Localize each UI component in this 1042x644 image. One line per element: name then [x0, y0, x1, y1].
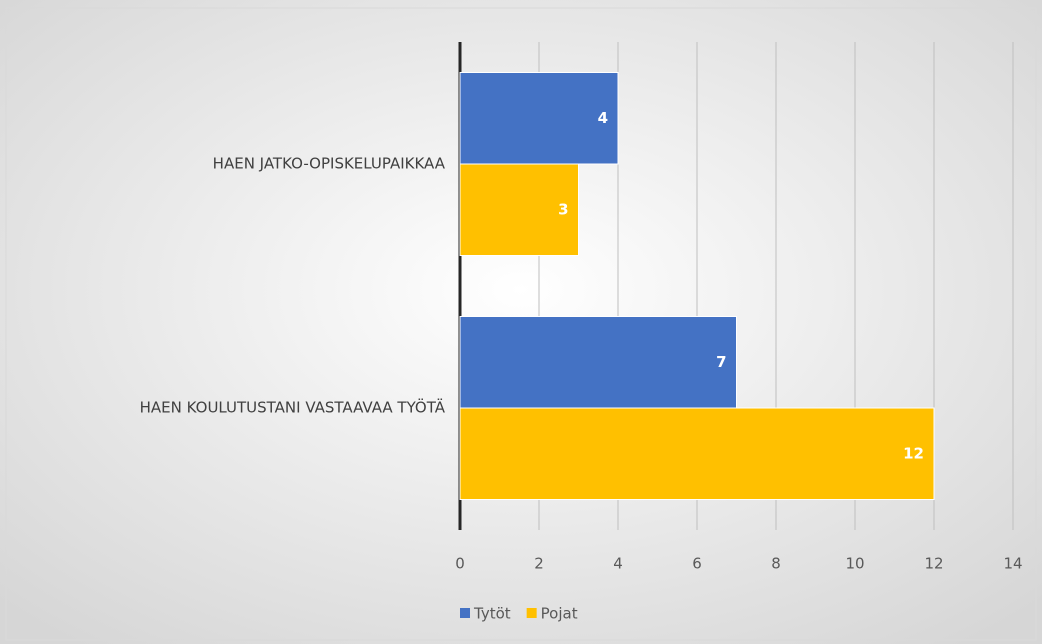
- bar: [459, 316, 737, 409]
- x-tick-label: 10: [845, 555, 864, 573]
- data-label: 3: [558, 200, 568, 218]
- legend-swatch: [460, 608, 470, 618]
- data-label: 12: [903, 444, 924, 462]
- x-tick-label: 6: [692, 555, 702, 573]
- x-tick-label: 2: [534, 555, 544, 573]
- x-tick-label: 14: [1003, 555, 1022, 573]
- x-tick-label: 0: [455, 555, 465, 573]
- x-tick-label: 12: [924, 555, 943, 573]
- category-label: HAEN JATKO-OPISKELUPAIKKAA: [213, 155, 446, 173]
- legend-label: Tytöt: [473, 605, 511, 623]
- bar: [459, 163, 579, 256]
- legend: Tytöt Pojat: [460, 605, 578, 623]
- legend-label: Pojat: [541, 605, 578, 623]
- x-tick-label: 4: [613, 555, 623, 573]
- bars: HAEN JATKO-OPISKELUPAIKKAA 4 3 HAEN KOULUTU…: [140, 72, 935, 500]
- category-label: HAEN KOULUTUSTANI VASTAAVAA TYÖTÄ: [140, 398, 446, 417]
- data-label: 7: [716, 353, 726, 371]
- x-tick-label: 8: [771, 555, 781, 573]
- bar: [459, 407, 935, 500]
- bar: [459, 72, 619, 165]
- data-label: 4: [598, 109, 608, 127]
- legend-swatch: [526, 608, 537, 618]
- chart-border: [5, 7, 1037, 641]
